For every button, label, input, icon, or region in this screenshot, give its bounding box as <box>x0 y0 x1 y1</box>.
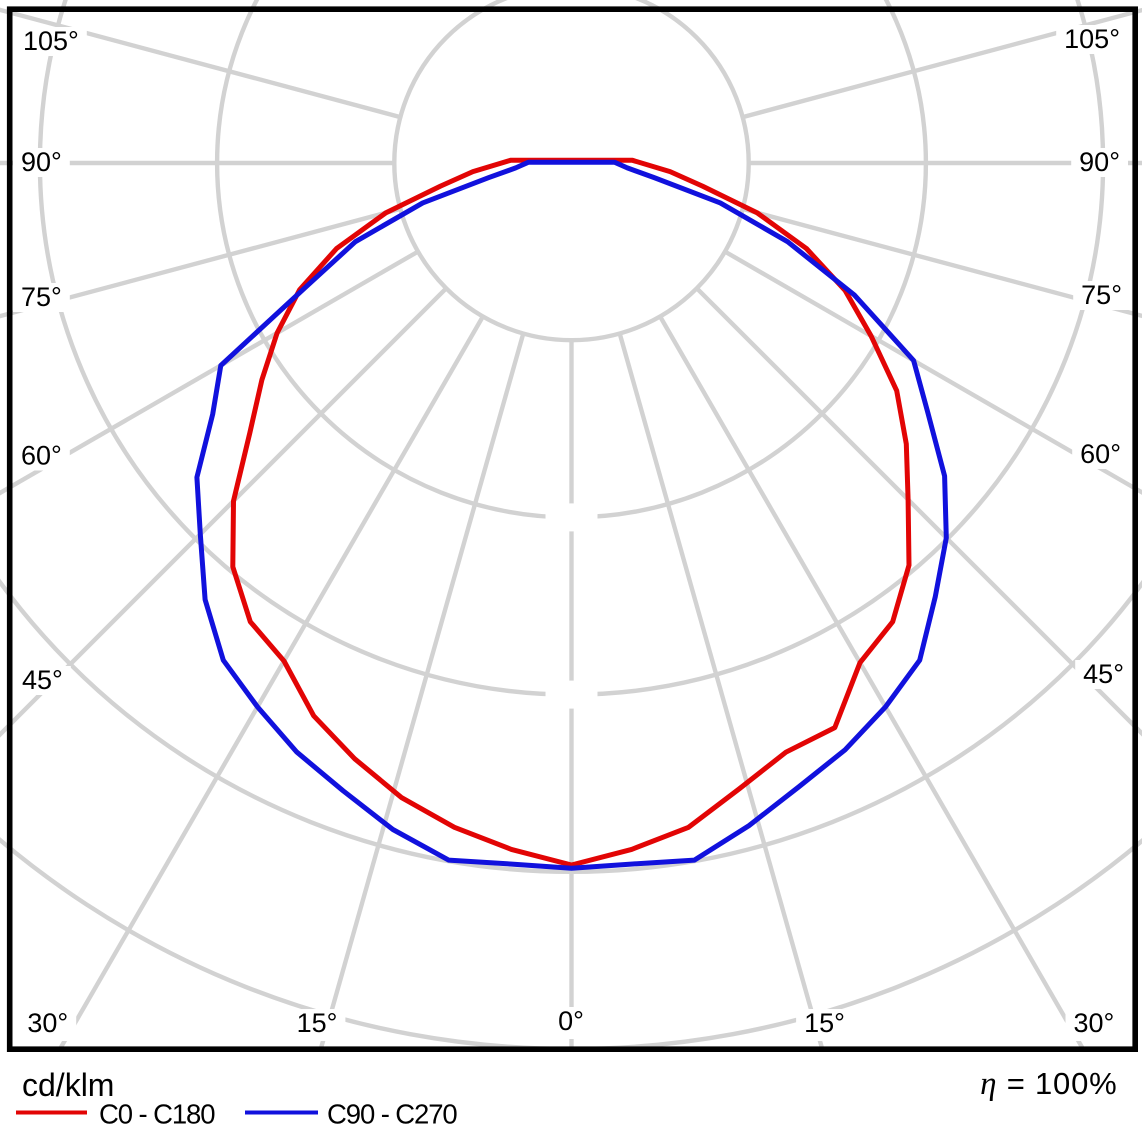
svg-text:75°: 75° <box>21 282 62 312</box>
svg-text:30°: 30° <box>1073 1008 1114 1038</box>
svg-text:15°: 15° <box>297 1008 338 1038</box>
svg-text:15°: 15° <box>804 1008 845 1038</box>
svg-text:C90 - C270: C90 - C270 <box>327 1099 457 1130</box>
svg-text:cd/klm: cd/klm <box>22 1067 114 1103</box>
svg-text:45°: 45° <box>1083 659 1124 689</box>
svg-text:75°: 75° <box>1081 280 1122 310</box>
svg-text:60°: 60° <box>1080 439 1121 469</box>
svg-text:45°: 45° <box>22 665 63 695</box>
svg-text:η = 100%: η = 100% <box>980 1066 1117 1102</box>
svg-text:0°: 0° <box>558 1006 584 1036</box>
svg-text:30°: 30° <box>27 1008 68 1038</box>
svg-text:90°: 90° <box>21 147 62 177</box>
svg-text:105°: 105° <box>1064 24 1120 54</box>
svg-text:60°: 60° <box>21 441 62 471</box>
svg-text:105°: 105° <box>23 26 79 56</box>
svg-text:90°: 90° <box>1079 147 1120 177</box>
svg-text:C0 - C180: C0 - C180 <box>99 1099 215 1130</box>
